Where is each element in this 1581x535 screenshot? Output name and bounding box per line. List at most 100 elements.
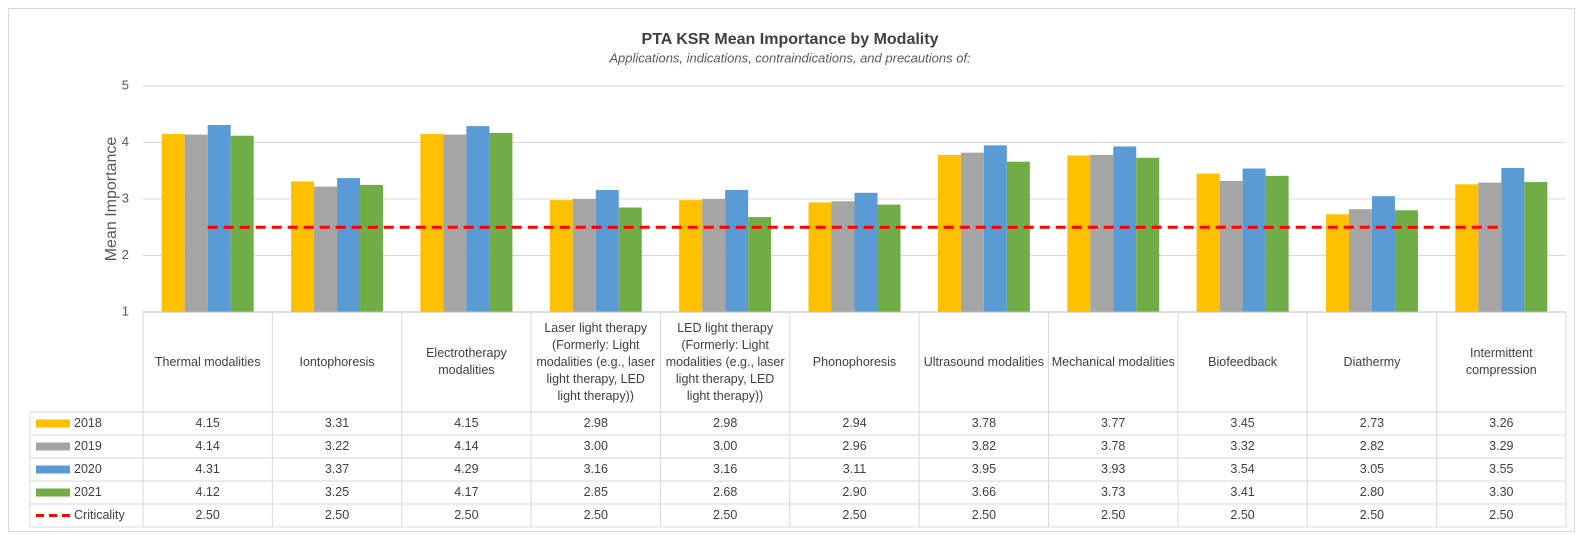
category-label: Phonophoresis bbox=[812, 354, 897, 369]
table-value: 3.29 bbox=[1489, 439, 1513, 453]
category-label: Ultrasound modalities bbox=[923, 354, 1044, 369]
table-value: 2.50 bbox=[972, 508, 996, 522]
table-value: 2.50 bbox=[1360, 508, 1384, 522]
bar bbox=[679, 200, 703, 312]
category-label: Diathermy bbox=[1343, 354, 1401, 369]
bar bbox=[1265, 175, 1289, 312]
table-value: 2.96 bbox=[842, 439, 866, 453]
bar bbox=[443, 134, 467, 312]
table-value: 2.80 bbox=[1360, 485, 1384, 499]
category-label: Iontophoresis bbox=[299, 354, 375, 369]
legend-key bbox=[36, 488, 70, 497]
table-value: 2.85 bbox=[584, 485, 608, 499]
category-label: Biofeedback bbox=[1208, 354, 1277, 369]
table-value: 3.45 bbox=[1230, 416, 1254, 430]
bar bbox=[960, 152, 984, 312]
table-value: 3.66 bbox=[972, 485, 996, 499]
bar bbox=[937, 154, 961, 312]
table-value: 2.68 bbox=[713, 485, 737, 499]
table-value: 3.54 bbox=[1230, 462, 1254, 476]
table-value: 2.98 bbox=[584, 416, 608, 430]
bar bbox=[1325, 214, 1349, 312]
table-value: 3.25 bbox=[325, 485, 349, 499]
table-value: 3.77 bbox=[1101, 416, 1125, 430]
table-value: 4.17 bbox=[454, 485, 478, 499]
legend-key bbox=[36, 442, 70, 451]
bar bbox=[291, 181, 315, 312]
legend-label: Criticality bbox=[74, 508, 125, 522]
bar bbox=[207, 124, 231, 312]
bar bbox=[1524, 182, 1548, 312]
y-tick-label: 2 bbox=[122, 247, 129, 262]
table-value: 3.31 bbox=[325, 416, 349, 430]
table-value: 2.94 bbox=[842, 416, 866, 430]
table-value: 3.93 bbox=[1101, 462, 1125, 476]
bar bbox=[1219, 180, 1243, 312]
table-value: 4.31 bbox=[196, 462, 220, 476]
table-value: 3.00 bbox=[713, 439, 737, 453]
bar bbox=[1371, 196, 1395, 312]
bar bbox=[1006, 161, 1030, 312]
table-value: 2.98 bbox=[713, 416, 737, 430]
table-value: 3.78 bbox=[972, 416, 996, 430]
bar bbox=[1394, 210, 1418, 312]
table-value: 4.29 bbox=[454, 462, 478, 476]
bar bbox=[314, 186, 338, 312]
bar bbox=[618, 207, 642, 312]
table-value: 3.55 bbox=[1489, 462, 1513, 476]
table-value: 3.73 bbox=[1101, 485, 1125, 499]
category-label: Thermal modalities bbox=[154, 354, 261, 369]
y-tick-label: 3 bbox=[122, 190, 129, 205]
y-axis-label: Mean Importance bbox=[103, 137, 120, 262]
category-label: Intermittent compression bbox=[1465, 346, 1537, 377]
legend-label: 2020 bbox=[74, 462, 102, 476]
table-value: 3.41 bbox=[1230, 485, 1254, 499]
table-value: 2.82 bbox=[1360, 439, 1384, 453]
bar bbox=[360, 184, 384, 312]
table-value: 3.16 bbox=[584, 462, 608, 476]
table-value: 2.50 bbox=[1101, 508, 1125, 522]
bar bbox=[725, 189, 749, 312]
bar bbox=[549, 200, 573, 312]
bar bbox=[1090, 154, 1114, 312]
bar bbox=[1478, 182, 1502, 312]
table-value: 2.50 bbox=[196, 508, 220, 522]
bar bbox=[161, 134, 185, 312]
bar bbox=[1455, 184, 1479, 312]
category-label: Electrotherapy modalities bbox=[426, 346, 507, 377]
legend-label: 2021 bbox=[74, 485, 102, 499]
table-value: 2.50 bbox=[713, 508, 737, 522]
bar bbox=[184, 134, 208, 312]
bar bbox=[572, 199, 596, 312]
bar bbox=[702, 199, 726, 312]
table-value: 3.30 bbox=[1489, 485, 1513, 499]
table-value: 2.50 bbox=[1489, 508, 1513, 522]
table-value: 3.22 bbox=[325, 439, 349, 453]
bar bbox=[1113, 146, 1137, 312]
y-tick-label: 5 bbox=[122, 77, 129, 92]
table-value: 2.50 bbox=[454, 508, 478, 522]
bar bbox=[748, 217, 772, 312]
category-label: Laser light therapy (Formerly: Light mod… bbox=[536, 320, 656, 403]
chart-title: PTA KSR Mean Importance by Modality bbox=[642, 31, 939, 48]
legend-key bbox=[36, 465, 70, 474]
y-tick-label: 4 bbox=[122, 134, 129, 149]
bar bbox=[230, 135, 254, 312]
bar bbox=[1067, 155, 1091, 312]
table-value: 3.32 bbox=[1230, 439, 1254, 453]
table-value: 3.82 bbox=[972, 439, 996, 453]
y-tick-label: 1 bbox=[122, 303, 129, 318]
chart-border bbox=[8, 8, 1575, 532]
bar bbox=[489, 132, 513, 312]
bar bbox=[1242, 168, 1266, 312]
table-value: 2.73 bbox=[1360, 416, 1384, 430]
table-value: 4.15 bbox=[196, 416, 220, 430]
chart-subtitle: Applications, indications, contraindicat… bbox=[608, 50, 971, 65]
table-value: 3.16 bbox=[713, 462, 737, 476]
table-value: 2.50 bbox=[1230, 508, 1254, 522]
table-value: 3.37 bbox=[325, 462, 349, 476]
bar bbox=[1348, 209, 1372, 312]
bar bbox=[1196, 173, 1220, 312]
